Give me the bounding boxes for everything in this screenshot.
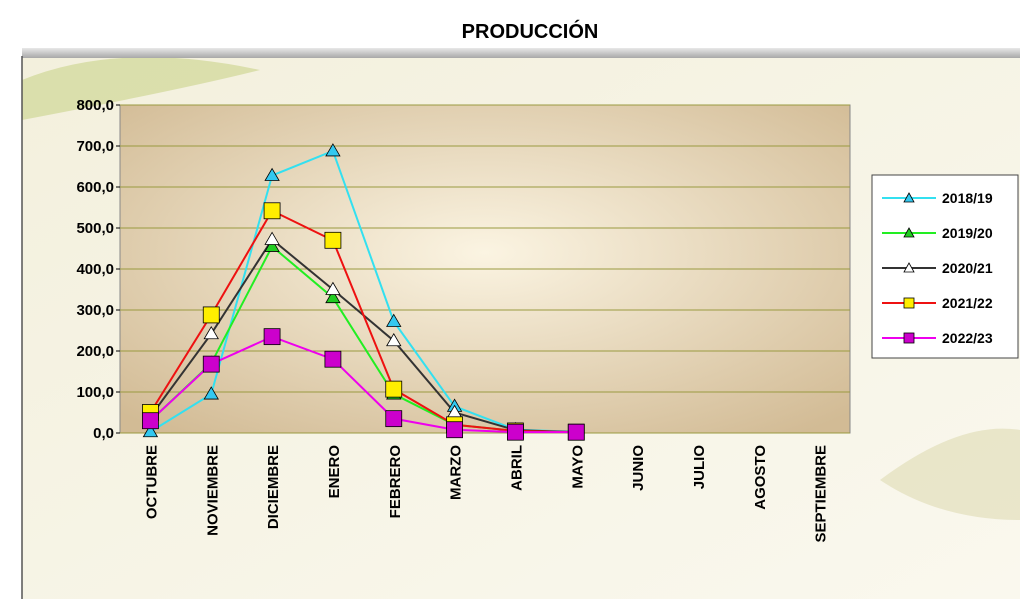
header-bar (22, 48, 1020, 58)
legend-marker (903, 227, 915, 238)
legend-marker (903, 262, 915, 273)
legend-label: 2020/21 (942, 260, 993, 276)
y-tick-label: 100,0 (76, 384, 114, 401)
series-line (149, 149, 577, 433)
marker (325, 143, 341, 157)
marker (203, 325, 219, 340)
x-tick-label: JULIO (691, 445, 708, 490)
legend (871, 174, 1019, 359)
x-tick-label: MAYO (569, 445, 586, 489)
marker (386, 313, 402, 327)
legend-marker (903, 332, 915, 344)
x-tick-label: MARZO (448, 445, 465, 500)
chart-title: PRODUCCIÓN (462, 19, 599, 43)
x-tick-label: ENERO (326, 445, 343, 499)
marker (142, 423, 159, 438)
x-tick-label: ABRIL (508, 445, 525, 491)
marker (203, 386, 219, 400)
x-tick-label: NOVIEMBRE (204, 445, 221, 536)
marker (264, 167, 280, 181)
marker (264, 238, 280, 252)
marker (385, 380, 403, 398)
marker (325, 289, 341, 304)
x-tick-label: OCTUBRE (143, 445, 160, 519)
marker (264, 231, 280, 245)
marker (567, 423, 585, 441)
series-line (149, 335, 577, 434)
marker (324, 350, 342, 368)
y-tick-label: 400,0 (76, 261, 114, 278)
x-tick-label: AGOSTO (752, 445, 769, 510)
marker (446, 421, 463, 439)
leaf-decoration (880, 428, 1020, 520)
legend-marker (903, 297, 915, 309)
y-tick-label: 500,0 (76, 220, 114, 237)
leaf-decoration (22, 57, 260, 120)
y-tick-label: 300,0 (76, 302, 114, 319)
x-tick-label: SEPTIEMBRE (813, 445, 830, 543)
marker (385, 410, 403, 428)
marker (202, 355, 220, 373)
y-tick-label: 0,0 (93, 425, 114, 442)
y-tick-label: 800,0 (76, 97, 114, 114)
x-tick-label: DICIEMBRE (265, 445, 282, 529)
x-tick-label: FEBRERO (387, 445, 404, 519)
marker (507, 423, 524, 441)
legend-label: 2022/23 (942, 330, 993, 346)
legend-marker (903, 192, 915, 203)
legend-label: 2018/19 (942, 190, 993, 206)
marker (263, 202, 281, 220)
y-tick-label: 200,0 (76, 343, 114, 360)
marker (386, 332, 402, 347)
y-tick-label: 600,0 (76, 179, 114, 196)
marker (142, 412, 159, 430)
legend-label: 2019/20 (942, 225, 993, 241)
y-tick-label: 700,0 (76, 138, 114, 155)
series-line (149, 209, 577, 434)
marker (325, 281, 341, 295)
marker (263, 328, 281, 346)
marker (324, 231, 342, 249)
legend-label: 2021/22 (942, 295, 993, 311)
x-tick-label: JUNIO (630, 445, 647, 491)
marker (202, 306, 220, 324)
